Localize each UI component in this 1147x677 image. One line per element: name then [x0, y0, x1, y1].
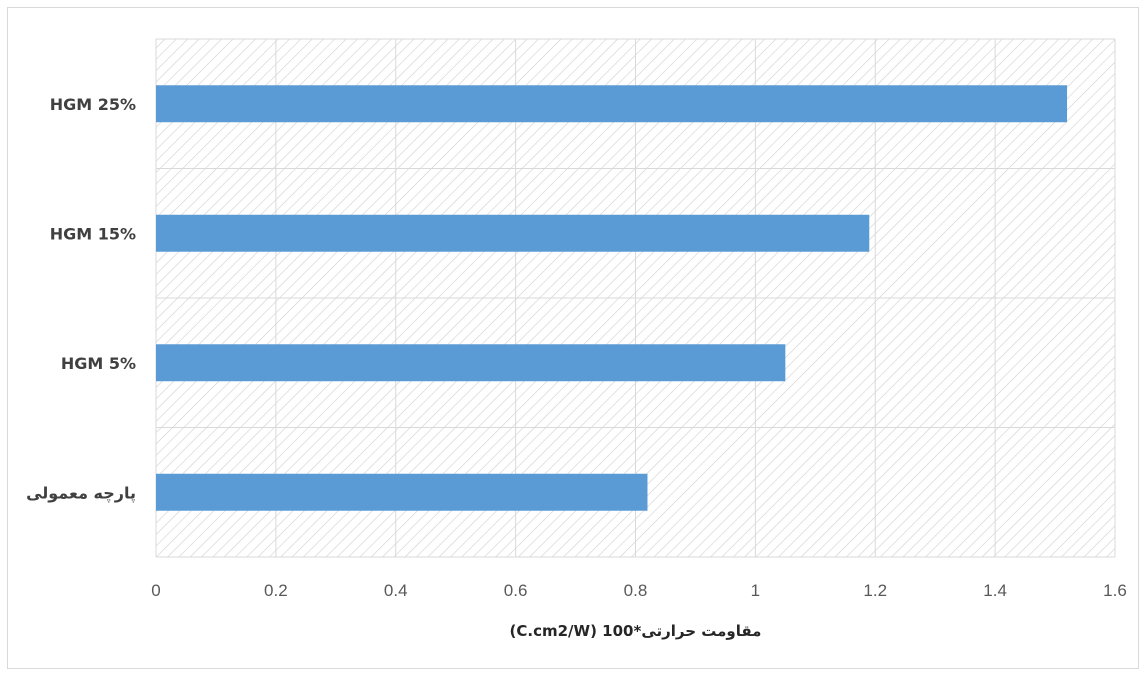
x-tick-label: 1: [751, 581, 760, 600]
x-tick-label: 1.6: [1103, 581, 1127, 600]
x-tick-label: 0: [151, 581, 160, 600]
bar: [156, 85, 1068, 123]
bar: [156, 214, 870, 252]
category-label: پارچه معمولی: [26, 483, 136, 503]
x-tick-labels: 0 0.2 0.4 0.6 0.8 1 1.2 1.4 1.6: [151, 581, 1127, 600]
bar: [156, 344, 786, 382]
category-label: HGM 15%: [50, 224, 136, 243]
x-tick-label: 0.4: [384, 581, 408, 600]
x-tick-label: 1.2: [863, 581, 887, 600]
category-labels: HGM 25% HGM 15% HGM 5% پارچه معمولی: [26, 95, 136, 504]
x-tick-label: 0.6: [504, 581, 528, 600]
x-tick-label: 1.4: [983, 581, 1007, 600]
bar: [156, 473, 648, 511]
bars: [156, 85, 1068, 511]
x-tick-label: 0.8: [624, 581, 648, 600]
x-tick-label: 0.2: [264, 581, 288, 600]
category-label: HGM 25%: [50, 95, 136, 114]
gridlines: [155, 38, 1116, 558]
category-label: HGM 5%: [61, 354, 136, 373]
x-axis-title: مقاومت حرارتی*100 (C.cm2/W): [510, 622, 762, 640]
